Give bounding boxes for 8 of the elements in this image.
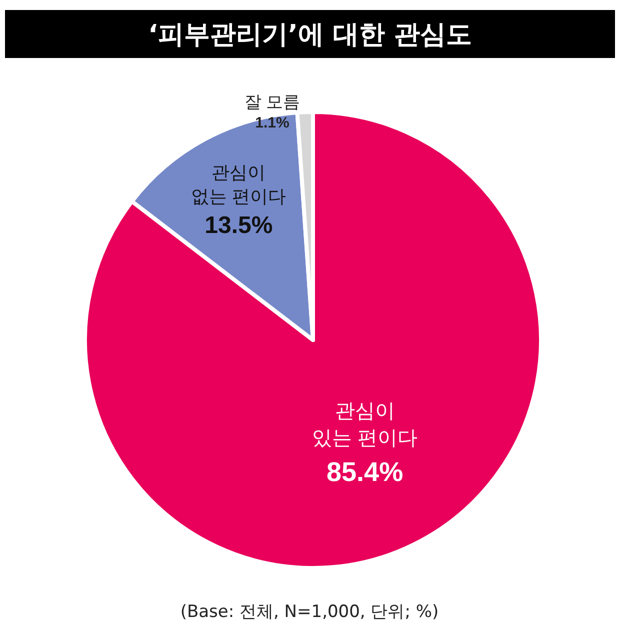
- slice-label: 관심이 있는 편이다: [312, 400, 418, 450]
- slice-label: 잘 모름: [244, 92, 300, 112]
- data-label: 1.1%: [255, 114, 290, 132]
- data-label: 13.5%: [204, 212, 273, 240]
- data-label: 85.4%: [326, 456, 404, 487]
- slice-label: 관심이 없는 편이다: [191, 162, 286, 207]
- chart-title: ‘피부관리기’에 대한 관심도: [5, 10, 615, 58]
- text: (Base: 전체, N=1,000, 단위; %): [179, 601, 440, 623]
